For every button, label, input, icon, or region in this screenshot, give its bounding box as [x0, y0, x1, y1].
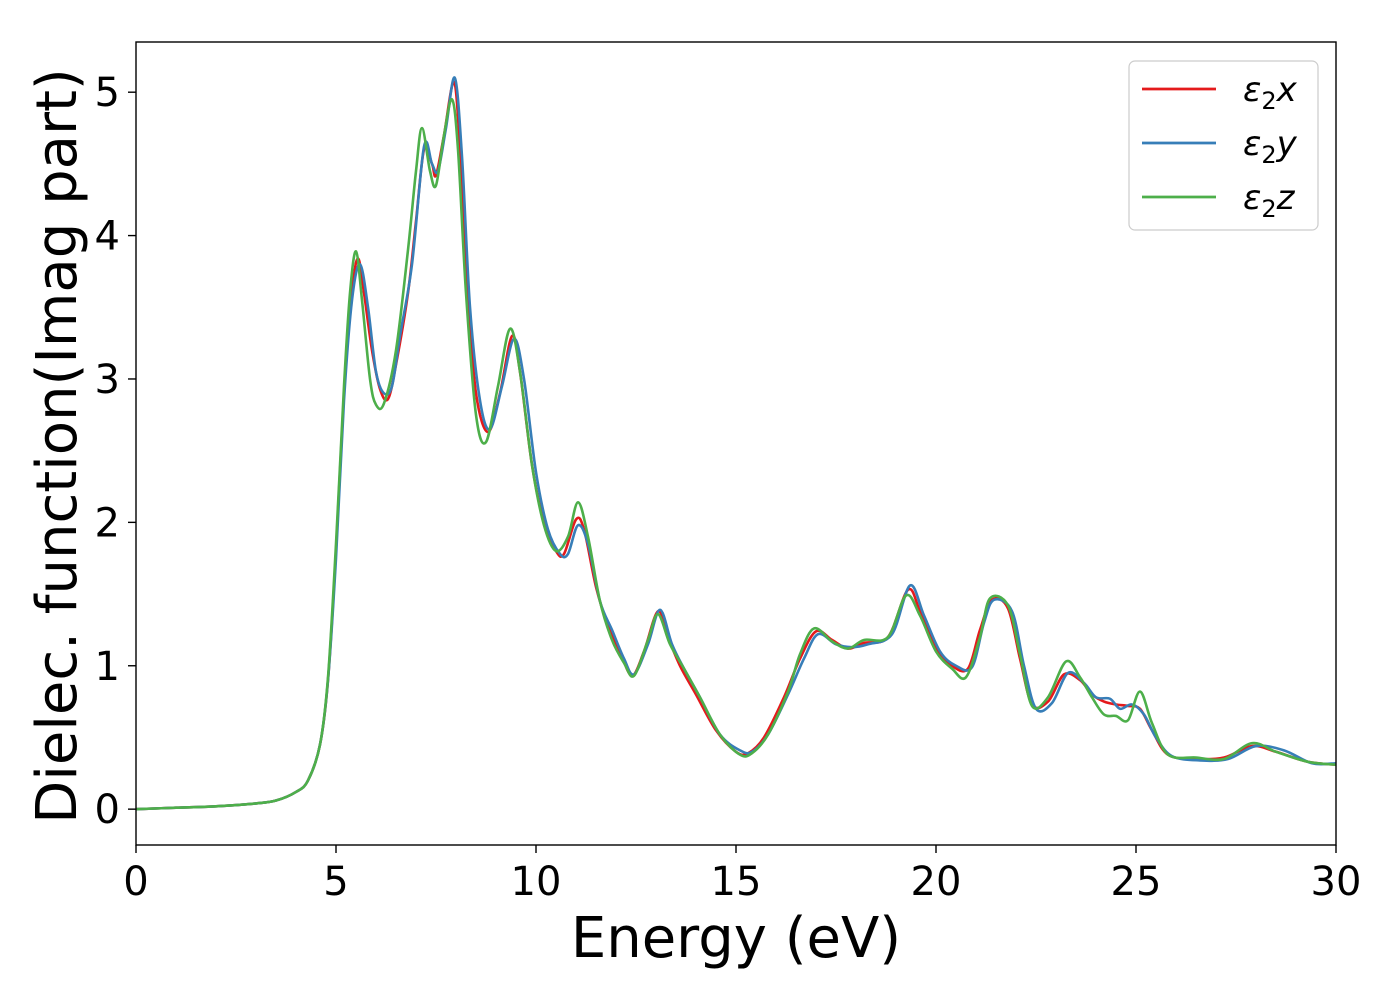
legend: ε2x ε2y ε2z: [1128, 60, 1319, 231]
x-axis-ticks: 0 5 10 15 20 25 30: [123, 845, 1361, 905]
y-axis-ticks: 0 1 2 3 4 5: [95, 70, 136, 833]
x-axis-label: Energy (eV): [571, 906, 901, 971]
x-tick-label: 10: [511, 859, 562, 905]
y-tick-label: 4: [95, 214, 120, 260]
y-tick-label: 5: [95, 70, 120, 116]
legend-label-y: ε2y: [1243, 124, 1298, 169]
y-tick-label: 0: [95, 787, 120, 833]
legend-label-z: ε2z: [1243, 178, 1296, 223]
x-tick-label: 25: [1111, 859, 1162, 905]
x-tick-label: 15: [711, 859, 762, 905]
legend-box: [1128, 60, 1319, 231]
y-tick-label: 1: [95, 644, 120, 690]
series-layer: [135, 76, 1337, 811]
x-tick-label: 30: [1311, 859, 1362, 905]
series-line-y: [135, 76, 1337, 811]
x-tick-label: 0: [123, 859, 148, 905]
y-tick-label: 3: [95, 357, 120, 403]
series-line-z: [135, 98, 1337, 811]
x-tick-label: 20: [911, 859, 962, 905]
y-tick-label: 2: [95, 500, 120, 546]
y-axis-label: Dielec. function(Imag part): [25, 68, 90, 824]
x-tick-label: 5: [323, 859, 348, 905]
legend-label-x: ε2x: [1243, 70, 1298, 115]
